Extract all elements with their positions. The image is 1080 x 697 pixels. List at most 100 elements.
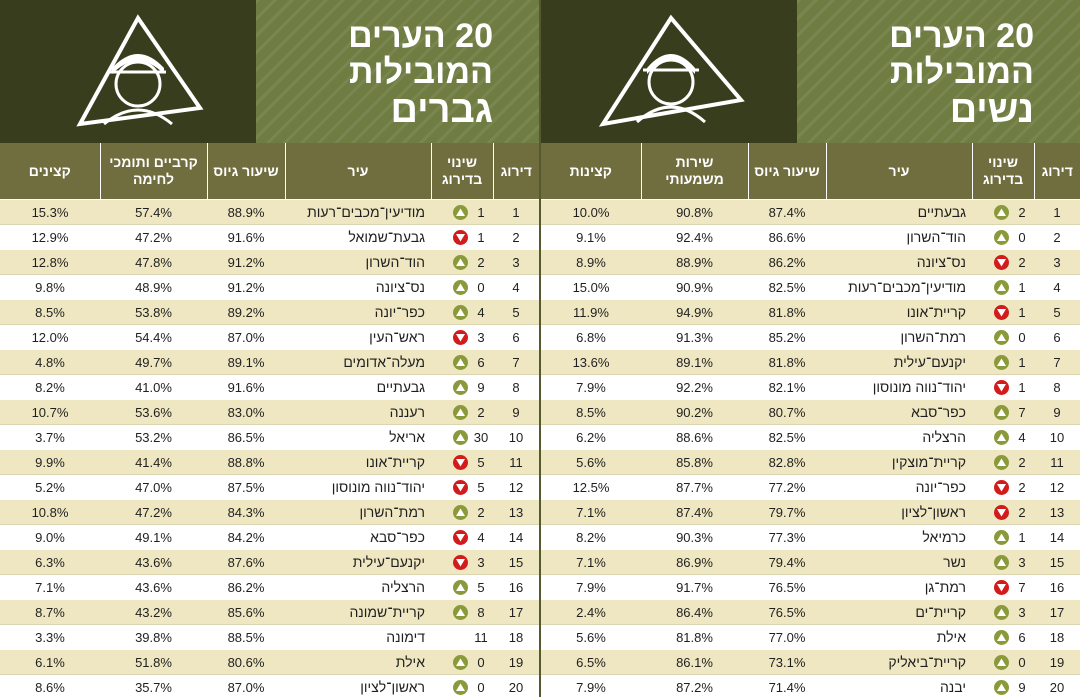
city-cell: הרצליה: [285, 574, 431, 600]
officers-cell: 12.5%: [541, 474, 641, 500]
change-cell: 1: [972, 374, 1034, 400]
city-cell: גבעתיים: [285, 374, 431, 400]
recruit-cell: 80.7%: [748, 399, 826, 425]
triangle-down-icon: [453, 479, 468, 495]
table-row: 20 9 יבנה 71.4% 87.2% 7.9%: [541, 674, 1080, 697]
extra-cell: 47.2%: [100, 224, 207, 250]
recruit-cell: 86.2%: [207, 574, 285, 600]
extra-cell: 81.8%: [641, 624, 748, 650]
table-row: 10 4 הרצליה 82.5% 88.6% 6.2%: [541, 424, 1080, 450]
extra-cell: 43.6%: [100, 549, 207, 575]
rank-cell: 11: [1034, 449, 1080, 475]
city-cell: קריית־אונו: [826, 299, 972, 325]
extra-cell: 41.4%: [100, 449, 207, 475]
change-cell: 8: [431, 599, 493, 625]
officers-cell: 6.2%: [541, 424, 641, 450]
rank-cell: 20: [1034, 674, 1080, 697]
city-cell: יהוד־נווה מונוסון: [285, 474, 431, 500]
city-cell: רמת־השרון: [826, 324, 972, 350]
triangle-up-icon: [453, 604, 468, 620]
officers-cell: 7.1%: [0, 574, 100, 600]
table-row: 15 3 נשר 79.4% 86.9% 7.1%: [541, 549, 1080, 575]
table-row: 9 2 רעננה 83.0% 53.6% 10.7%: [0, 399, 539, 425]
recruit-cell: 79.7%: [748, 499, 826, 525]
triangle-up-icon: [994, 354, 1009, 370]
change-cell: 2: [972, 449, 1034, 475]
extra-cell: 92.4%: [641, 224, 748, 250]
recruit-cell: 76.5%: [748, 574, 826, 600]
triangle-up-icon: [994, 229, 1009, 245]
recruit-cell: 73.1%: [748, 649, 826, 675]
extra-cell: 90.3%: [641, 524, 748, 550]
table-row: 5 1 קריית־אונו 81.8% 94.9% 11.9%: [541, 299, 1080, 325]
city-cell: יהוד־נווה מונוסון: [826, 374, 972, 400]
table-row: 19 0 אילת 80.6% 51.8% 6.1%: [0, 649, 539, 675]
triangle-up-icon: [994, 329, 1009, 345]
recruit-cell: 71.4%: [748, 674, 826, 697]
recruit-cell: 82.1%: [748, 374, 826, 400]
col-recruit: שיעור גיוס: [206, 143, 285, 200]
officers-cell: 7.9%: [541, 574, 641, 600]
women-title: 20 הערים המובילות נשים: [889, 17, 1034, 131]
change-value: 4: [477, 529, 485, 545]
rank-cell: 8: [493, 374, 539, 400]
recruit-cell: 89.1%: [207, 349, 285, 375]
triangle-down-icon: [453, 529, 468, 545]
officers-cell: 10.7%: [0, 399, 100, 425]
recruit-cell: 87.5%: [207, 474, 285, 500]
recruit-cell: 87.6%: [207, 549, 285, 575]
change-cell: 2: [431, 249, 493, 275]
change-value: 4: [1018, 429, 1026, 445]
table-row: 3 2 נס־ציונה 86.2% 88.9% 8.9%: [541, 249, 1080, 275]
rank-cell: 9: [493, 399, 539, 425]
city-cell: נשר: [826, 549, 972, 575]
officers-cell: 10.8%: [0, 499, 100, 525]
change-value: 1: [1018, 304, 1026, 320]
women-header: 20 הערים המובילות נשים: [541, 0, 1080, 143]
table-row: 8 9 גבעתיים 91.6% 41.0% 8.2%: [0, 374, 539, 400]
officers-cell: 12.0%: [0, 324, 100, 350]
change-cell: 6: [431, 349, 493, 375]
city-cell: יקנעם־עילית: [826, 349, 972, 375]
change-value: 5: [477, 479, 485, 495]
triangle-up-icon: [453, 279, 468, 295]
extra-cell: 49.7%: [100, 349, 207, 375]
officers-cell: 8.9%: [541, 249, 641, 275]
change-cell: 5: [431, 474, 493, 500]
change-cell: 1: [431, 224, 493, 250]
recruit-cell: 91.2%: [207, 274, 285, 300]
col-extra: שירות משמעותי: [640, 143, 748, 200]
extra-cell: 43.2%: [100, 599, 207, 625]
change-cell: 3: [431, 549, 493, 575]
recruit-cell: 85.2%: [748, 324, 826, 350]
triangle-up-icon: [994, 629, 1009, 645]
extra-cell: 87.7%: [641, 474, 748, 500]
change-value: 11: [474, 629, 488, 645]
change-cell: 0: [431, 649, 493, 675]
change-cell: 4: [431, 299, 493, 325]
recruit-cell: 77.3%: [748, 524, 826, 550]
city-cell: יקנעם־עילית: [285, 549, 431, 575]
officers-cell: 5.6%: [541, 624, 641, 650]
table-row: 8 1 יהוד־נווה מונוסון 82.1% 92.2% 7.9%: [541, 374, 1080, 400]
officers-cell: 8.5%: [0, 299, 100, 325]
extra-cell: 57.4%: [100, 199, 207, 225]
rank-cell: 3: [493, 249, 539, 275]
women-panel: 20 הערים המובילות נשים דירוג שינוי בדירו…: [541, 0, 1080, 697]
change-value: 30: [473, 429, 489, 445]
men-table-header: דירוג שינוי בדירוג עיר שיעור גיוס קרביים…: [0, 143, 539, 200]
city-cell: מעלה־אדומים: [285, 349, 431, 375]
extra-cell: 94.9%: [641, 299, 748, 325]
triangle-down-icon: [994, 304, 1009, 320]
rank-cell: 2: [493, 224, 539, 250]
change-cell: 5: [431, 574, 493, 600]
change-value: 0: [1018, 229, 1026, 245]
rank-cell: 5: [493, 299, 539, 325]
city-cell: ראש־העין: [285, 324, 431, 350]
change-value: 9: [1018, 679, 1026, 695]
recruit-cell: 91.6%: [207, 224, 285, 250]
change-cell: 2: [431, 399, 493, 425]
change-cell: 2: [972, 249, 1034, 275]
soldier-triangle-icon: [598, 14, 745, 127]
triangle-down-icon: [994, 579, 1009, 595]
